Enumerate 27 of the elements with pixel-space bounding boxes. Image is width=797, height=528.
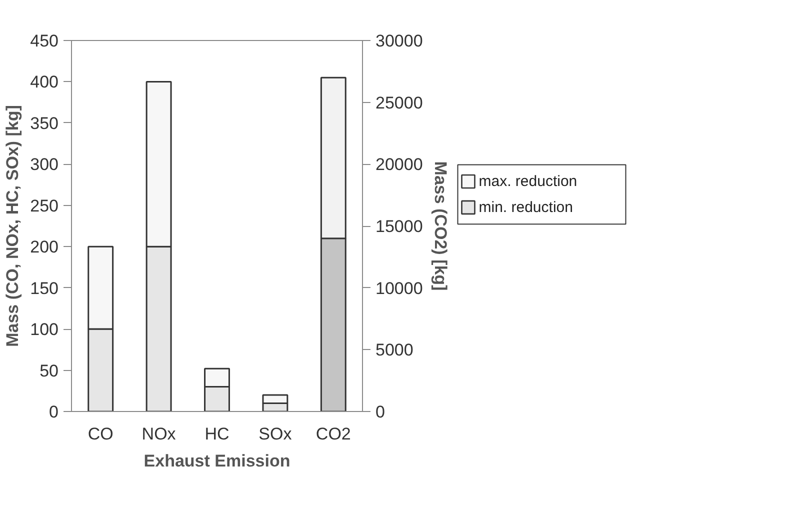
x-tick-label: HC [204, 424, 230, 444]
y-tick-label: 450 [30, 32, 59, 50]
x-axis-title: Exhaust Emission [144, 452, 290, 470]
y-tick-label: 300 [30, 155, 59, 174]
y-tick-label: 100 [30, 320, 59, 340]
y2-tick-label: 15000 [376, 217, 423, 236]
y-axis-title: Mass (CO, NOx, HC, SOx) [kg] [3, 105, 22, 347]
y-tick-label: 250 [30, 196, 59, 216]
y-tick-label: 50 [40, 361, 59, 380]
legend-label: max. reduction [478, 172, 578, 190]
y-tick-label: 350 [30, 114, 59, 133]
y2-tick-label: 20000 [376, 155, 423, 174]
y-tick-label: 400 [30, 72, 59, 92]
y-tick-label: 0 [49, 402, 59, 422]
y-tick-label: 150 [30, 278, 59, 298]
y2-tick-label: 10000 [376, 278, 423, 298]
y2-tick-label: 5000 [376, 340, 414, 360]
x-tick-label: CO2 [316, 424, 351, 444]
legend-label: min. reduction [478, 198, 573, 216]
x-tick-label: SOx [258, 424, 292, 444]
y-tick-label: 200 [30, 238, 59, 257]
y2-tick-label: 0 [376, 402, 385, 422]
y2-axis-title: Mass (CO2) [kg] [430, 161, 450, 291]
y2-tick-label: 30000 [376, 32, 423, 50]
x-tick-label: CO [88, 424, 114, 444]
x-tick-label: NOx [142, 424, 176, 444]
y2-tick-label: 25000 [376, 93, 423, 112]
